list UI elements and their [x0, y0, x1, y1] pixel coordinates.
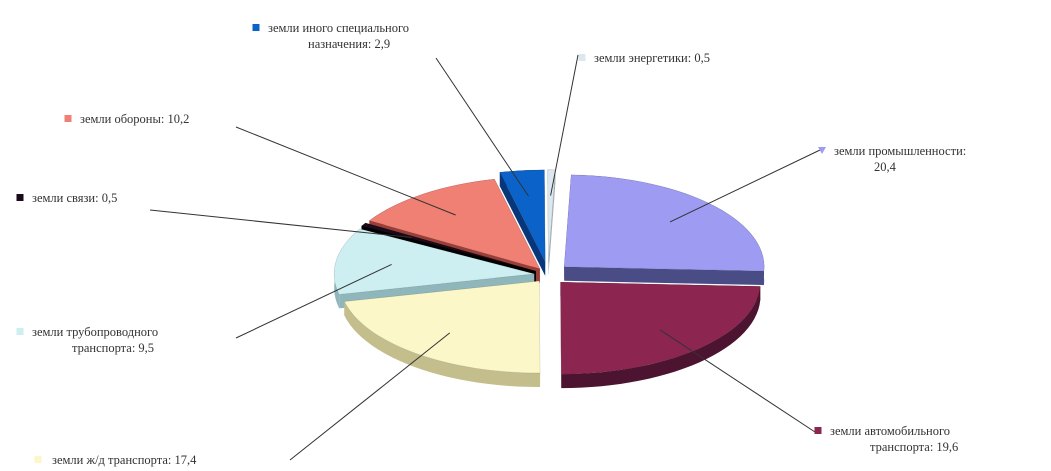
slice-6	[499, 169, 546, 263]
slice-labels: земли промышленности: 20,4 земли автомобил…	[16, 21, 966, 467]
slice-label-1: земли автомобильного транспорта: 19,6	[830, 424, 958, 454]
slice-label-line: земли связи: 0,5	[32, 191, 117, 205]
leader-line-0	[669, 149, 821, 223]
slice-label-line: транспорта: 19,6	[870, 440, 958, 454]
slice-label-line: земли энергетики: 0,5	[594, 51, 710, 65]
slice-label-line: земли автомобильного	[830, 424, 950, 438]
slice-label-line: земли ж/д транспорта: 17,4	[52, 453, 197, 467]
leader-line-3	[235, 263, 392, 339]
legend-marker-5	[64, 115, 72, 122]
slice-label-line: 20,4	[874, 160, 897, 174]
legend-marker-1	[814, 427, 822, 434]
slice-label-line: земли иного специального	[268, 21, 409, 35]
leader-line-1	[659, 329, 816, 433]
slice-2	[343, 280, 541, 374]
slice-label-7: земли энергетики: 0,5	[594, 51, 710, 65]
leader-line-2	[289, 332, 451, 461]
slice-4	[360, 222, 537, 272]
leader-line-5	[235, 126, 456, 216]
slice-label-line: назначения: 2,9	[308, 37, 390, 51]
slice-label-line: земли промышленности:	[834, 144, 966, 158]
pie-slices	[333, 169, 765, 375]
slice-label-6: земли иного специального назначения: 2,9	[268, 21, 409, 51]
slice-0	[563, 174, 765, 272]
slice-label-2: земли ж/д транспорта: 17,4	[52, 453, 197, 467]
leader-line-6	[435, 57, 529, 197]
slice-label-5: земли обороны: 10,2	[80, 112, 189, 126]
slice-1	[560, 281, 761, 375]
slice-5	[368, 178, 541, 270]
slice-edge-1-1	[560, 282, 562, 389]
slice-side-2	[344, 301, 541, 388]
slice-side-1	[561, 286, 761, 389]
slice-edge-7-0	[547, 169, 549, 276]
slice-edge-7-1	[548, 169, 556, 276]
legend-marker-7	[578, 54, 586, 61]
slice-label-3: земли трубопроводного транспорта: 9,5	[32, 325, 158, 355]
slice-7	[547, 169, 556, 262]
leader-line-4	[149, 209, 412, 239]
slice-edge-6-0	[499, 172, 546, 276]
slice-label-line: земли обороны: 10,2	[80, 112, 189, 126]
legend-marker-2	[34, 456, 42, 463]
slice-label-line: земли трубопроводного	[32, 325, 158, 339]
legend-marker-4	[16, 194, 24, 201]
slice-label-line: транспорта: 9,5	[72, 341, 154, 355]
legend-marker-3	[16, 328, 24, 335]
slice-edge-0-1	[564, 266, 764, 286]
leader-lines	[149, 54, 821, 461]
leader-line-7	[550, 54, 579, 196]
slice-label-4: земли связи: 0,5	[32, 191, 117, 205]
legend-marker-6	[252, 24, 260, 31]
legend-marker-0	[818, 147, 826, 154]
slice-label-0: земли промышленности: 20,4	[834, 144, 966, 174]
